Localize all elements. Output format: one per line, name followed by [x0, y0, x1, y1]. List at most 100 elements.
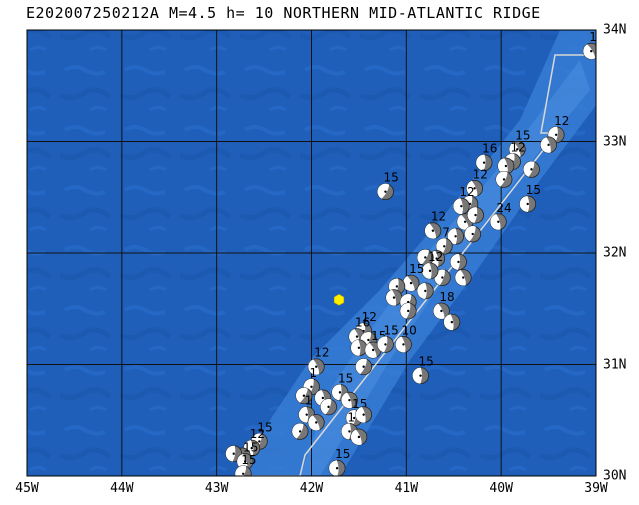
mechanism-dilatational: [476, 154, 486, 171]
mechanism-center-dot: [471, 232, 474, 236]
mechanism-center-dot: [547, 143, 550, 147]
mechanism-center-dot: [473, 187, 476, 190]
mechanism-dilatational: [467, 207, 478, 224]
mechanism-center-dot: [407, 309, 410, 313]
focal-mechanism: [341, 391, 358, 409]
mechanism-dilatational: [540, 137, 551, 153]
mechanism-center-dot: [232, 452, 235, 455]
mechanism-depth-label: 15: [243, 441, 258, 455]
mechanism-center-dot: [352, 416, 356, 420]
map-title: E202007250212A M=4.5 h= 10 NORTHERN MID-…: [26, 4, 541, 22]
focal-mechanism: [291, 422, 309, 440]
mechanism-dilatational: [400, 302, 411, 319]
mechanism-depth-label: 15: [241, 453, 256, 467]
mechanism-center-dot: [243, 460, 247, 463]
mechanism-center-dot: [305, 413, 308, 416]
mechanism-center-dot: [454, 235, 457, 238]
mechanism-center-dot: [315, 365, 318, 368]
mechanism-center-dot: [310, 385, 313, 388]
focal-mechanism: 12: [307, 346, 330, 376]
focal-mechanism: [523, 160, 540, 178]
mechanism-dilatational: [365, 342, 377, 359]
mechanism-center-dot: [384, 190, 387, 193]
mechanism-dilatational: [436, 238, 447, 255]
mechanism-depth-label: 24: [496, 201, 511, 215]
mechanism-depth-label: 15: [335, 447, 350, 461]
mechanism-depth-label: 15: [338, 371, 353, 385]
map-frame: [26, 29, 597, 477]
mechanism-depth-label: 15: [383, 171, 398, 185]
mechanism-center-dot: [327, 405, 330, 409]
mechanism-depth-label: 7: [442, 225, 450, 239]
mechanism-depth-label: 12: [554, 114, 569, 128]
mechanism-center-dot: [474, 213, 477, 217]
mechanism-depth-label: 15: [257, 420, 272, 434]
mechanism-dilatational: [424, 223, 437, 239]
mechanism-dilatational: [422, 262, 432, 279]
mechanism-depth-label: 10: [401, 323, 416, 337]
focal-mechanism: [307, 414, 325, 431]
focal-mechanism: 15: [236, 441, 258, 470]
focal-mechanism: [540, 136, 557, 154]
mechanism-center-dot: [419, 374, 422, 377]
mechanism-center-dot: [440, 309, 443, 313]
mechanism-center-dot: [460, 204, 463, 208]
mechanism-dilatational: [450, 253, 461, 270]
mechanism-center-dot: [392, 296, 396, 299]
focal-mechanism: [495, 171, 513, 188]
mechanism-depth-label: 12: [314, 346, 329, 360]
mechanism-center-dot: [335, 466, 339, 470]
longitude-label: 44W: [110, 481, 134, 496]
mechanism-center-dot: [424, 256, 427, 259]
focal-mechanism: [467, 206, 484, 224]
mechanism-center-dot: [302, 394, 306, 397]
mechanism-center-dot: [424, 289, 427, 293]
focal-mechanism: 15: [412, 355, 434, 385]
focal-mechanism: [320, 398, 337, 416]
mechanism-depth-label: 16: [482, 142, 497, 156]
mechanism-dilatational: [341, 423, 351, 440]
mechanism-dilatational: [496, 171, 508, 187]
mechanism-center-dot: [371, 348, 375, 352]
mechanism-center-dot: [441, 276, 444, 279]
mechanism-dilatational: [403, 276, 415, 292]
focal-mechanism: 15: [377, 171, 399, 201]
focal-mechanism: 15: [234, 453, 257, 476]
mechanism-depth-label: 18: [439, 290, 454, 304]
mechanism-center-dot: [463, 220, 467, 223]
mechanism-center-dot: [482, 161, 486, 164]
focal-mechanism: 12: [424, 210, 446, 240]
latitude-label: 32N: [603, 245, 627, 261]
mechanism-dilatational: [457, 214, 470, 230]
mechanism-center-dot: [357, 346, 361, 349]
mechanism-depth-label: 15: [409, 262, 424, 276]
mechanism-center-dot: [497, 220, 500, 223]
focal-mechanism: [355, 406, 373, 424]
focal-mechanism: [450, 253, 467, 271]
mechanism-depth-label: 12: [473, 167, 488, 181]
longitude-label: 45W: [15, 481, 39, 496]
mechanism-dilatational: [329, 460, 339, 476]
mechanism-dilatational: [350, 339, 361, 356]
mechanism-dilatational: [377, 336, 388, 353]
mechanism-center-dot: [530, 168, 533, 171]
mechanism-dilatational: [225, 445, 236, 462]
mechanism-depth-label: 15: [515, 128, 530, 142]
focal-mechanism: 10: [395, 323, 417, 353]
mechanism-center-dot: [357, 435, 361, 439]
mechanism-depth-label: 12: [511, 141, 526, 155]
mechanism-center-dot: [435, 257, 438, 260]
longitude-label: 41W: [394, 481, 419, 496]
mechanism-dilatational: [464, 226, 476, 242]
mechanism-depth-label: 12: [459, 185, 474, 199]
mechanism-center-dot: [590, 49, 593, 53]
longitude-label: 42W: [299, 481, 324, 496]
mechanism-depth-label: 15: [419, 355, 434, 369]
mechanism-depth-label: 15: [383, 323, 398, 337]
focal-mechanism: 12: [466, 167, 488, 197]
longitude-label: 40W: [489, 481, 513, 496]
mechanism-center-dot: [338, 391, 342, 394]
focal-mechanism: 16: [475, 142, 497, 172]
mechanism-dilatational: [583, 44, 596, 60]
mechanism-dilatational: [497, 158, 508, 175]
